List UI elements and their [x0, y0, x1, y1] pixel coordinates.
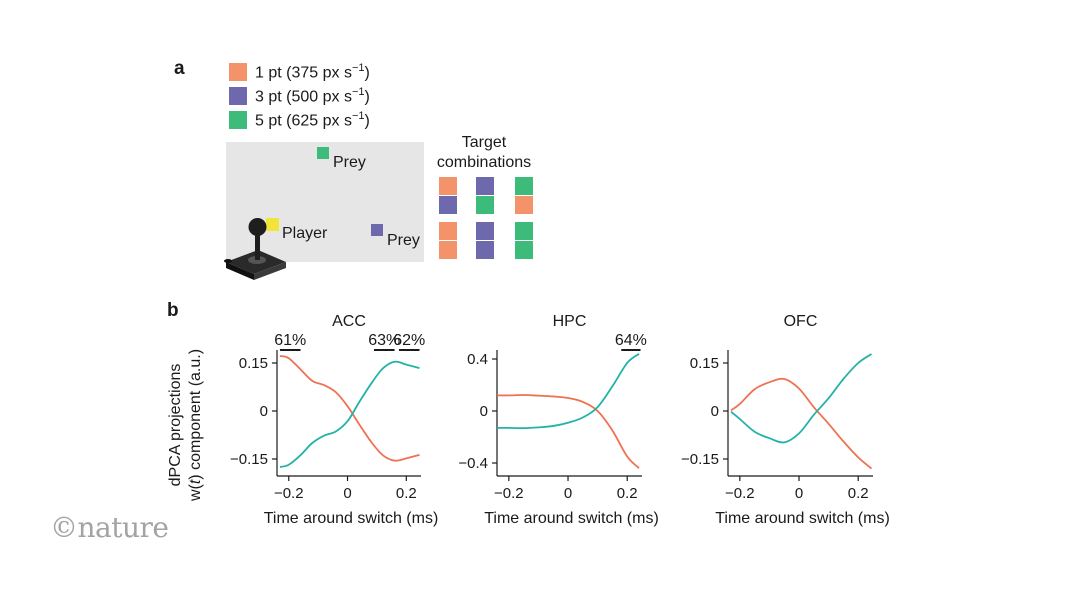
y-tick-label: −0.4: [458, 455, 488, 472]
legend-swatch: [229, 63, 247, 81]
x-tick-label: −0.2: [725, 485, 755, 502]
target-title-line1: Target: [461, 134, 507, 151]
target-square: [439, 177, 457, 195]
legend-label: 1 pt (375 px s−1): [255, 61, 370, 82]
x-axis-label: Time around switch (ms): [715, 510, 890, 527]
prey-top-marker: [317, 147, 329, 159]
y-tick-label: 0: [260, 403, 268, 420]
legend-label: 3 pt (500 px s−1): [255, 85, 370, 106]
panel-a-label: a: [174, 58, 185, 79]
x-tick-label: −0.2: [274, 485, 304, 502]
legend-item: 1 pt (375 px s−1): [229, 62, 370, 82]
x-axis-label: Time around switch (ms): [264, 510, 439, 527]
target-square: [439, 196, 457, 214]
panel-b-label: b: [167, 300, 179, 321]
legend-swatch: [229, 87, 247, 105]
y-axis-label-line1: dPCA projections: [167, 364, 184, 487]
target-square: [476, 177, 494, 195]
x-tick-label: 0.2: [617, 485, 638, 502]
significance-label: 62%: [393, 332, 425, 349]
series-line-orange: [730, 377, 873, 470]
target-square: [515, 177, 533, 195]
chart-title: OFC: [784, 313, 818, 330]
y-label-post: ) component (a.u.): [187, 349, 204, 480]
y-tick-label: −0.15: [230, 451, 268, 468]
y-tick-label: 0.15: [239, 355, 268, 372]
y-tick-label: 0: [711, 403, 719, 420]
target-combinations-title: Target combinations: [428, 133, 540, 173]
legend-label: 5 pt (625 px s−1): [255, 109, 370, 130]
chart-hpc: HPC −0.2 0 0.2 0.4 0 −0.4 Time around switch (m…: [458, 313, 658, 527]
y-axis-label: dPCA projections w(t) component (a.u.): [167, 349, 204, 502]
player-marker: [266, 218, 279, 231]
legend-swatch: [229, 111, 247, 129]
target-square: [476, 222, 494, 240]
x-tick-label: 0: [343, 485, 351, 502]
x-tick-label: 0: [795, 485, 803, 502]
game-arena: Prey Prey Player: [226, 142, 424, 262]
prey-bottom-label: Prey: [387, 232, 420, 249]
target-square: [439, 241, 457, 259]
legend-item: 5 pt (625 px s−1): [229, 110, 370, 130]
legend-item: 3 pt (500 px s−1): [229, 86, 370, 106]
watermark-symbol: ©: [50, 511, 78, 544]
significance-label: 61%: [274, 332, 306, 349]
y-label-italic: t: [187, 479, 204, 484]
chart-acc: ACC −0.2 0 0.2 0.15 0 −0.15 Time around switch …: [230, 313, 438, 527]
x-tick-label: 0: [564, 485, 572, 502]
y-tick-label: 0.4: [467, 351, 488, 368]
chart-title: HPC: [553, 313, 587, 330]
target-square: [476, 196, 494, 214]
joystick-icon: [224, 218, 286, 280]
target-square: [515, 196, 533, 214]
player-label: Player: [282, 225, 328, 242]
chart-title: ACC: [332, 313, 366, 330]
series-line-orange: [496, 394, 640, 469]
y-tick-label: −0.15: [681, 451, 719, 468]
x-tick-label: 0.2: [396, 485, 417, 502]
target-square: [439, 222, 457, 240]
watermark-text: nature: [77, 511, 169, 544]
x-tick-label: −0.2: [494, 485, 524, 502]
nature-watermark: ©nature: [50, 511, 169, 544]
y-tick-label: 0.15: [690, 355, 719, 372]
target-square: [515, 241, 533, 259]
chart-ofc: OFC −0.2 0 0.2 0.15 0 −0.15 Time around switch …: [681, 313, 890, 527]
x-axis-label: Time around switch (ms): [484, 510, 659, 527]
prey-bottom-marker: [371, 224, 383, 236]
series-line-teal: [730, 353, 873, 444]
y-tick-label: 0: [480, 403, 488, 420]
x-tick-label: 0.2: [848, 485, 869, 502]
prey-top-label: Prey: [333, 154, 366, 171]
target-square: [476, 241, 494, 259]
y-axis-label-line2: w(t) component (a.u.): [187, 349, 204, 502]
series-line-teal: [496, 353, 640, 430]
series-line-orange: [279, 355, 420, 462]
y-label-pre: w(: [187, 483, 204, 502]
series-line-teal: [279, 360, 420, 468]
target-title-line2: combinations: [436, 154, 532, 171]
target-square: [515, 222, 533, 240]
significance-label: 63%: [368, 332, 400, 349]
significance-label: 64%: [615, 332, 647, 349]
